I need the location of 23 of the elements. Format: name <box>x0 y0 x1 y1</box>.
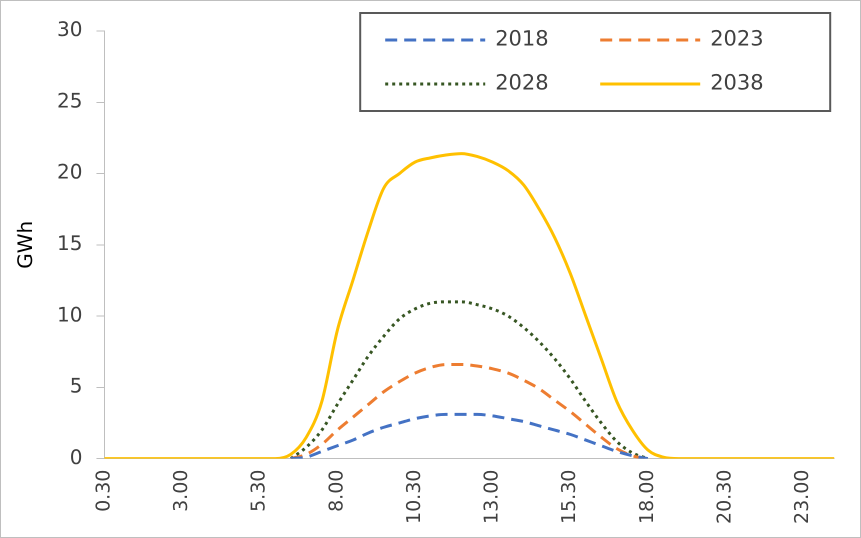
x-tick-label: 15.30 <box>558 470 580 524</box>
y-tick-label: 30 <box>56 17 82 42</box>
x-tick-label: 10.30 <box>402 470 425 524</box>
x-tick-label: 13.00 <box>480 470 503 524</box>
x-tick-label: 18.00 <box>636 470 658 524</box>
y-tick-label: 20 <box>56 160 82 184</box>
y-tick-label: 0 <box>70 444 82 469</box>
y-tick-label: 15 <box>56 231 82 256</box>
x-tick-label: 8.00 <box>325 470 348 512</box>
y-tick-label: 5 <box>70 374 82 398</box>
x-tick-label: 3.00 <box>170 470 192 512</box>
y-tick-label: 10 <box>56 302 82 326</box>
x-tick-label: 23.00 <box>791 470 814 524</box>
legend-label: 2023 <box>710 26 764 50</box>
x-tick-label: 20.30 <box>713 470 736 524</box>
legend-label: 2028 <box>495 70 549 94</box>
x-tick-label: 0.30 <box>92 470 114 512</box>
legend-label: 2018 <box>495 26 549 50</box>
y-axis-title: GWh <box>13 220 38 269</box>
legend-label: 2038 <box>710 70 764 94</box>
line-series <box>289 412 650 459</box>
x-tick-label: 5.30 <box>248 470 270 512</box>
y-tick-label: 25 <box>56 88 82 112</box>
